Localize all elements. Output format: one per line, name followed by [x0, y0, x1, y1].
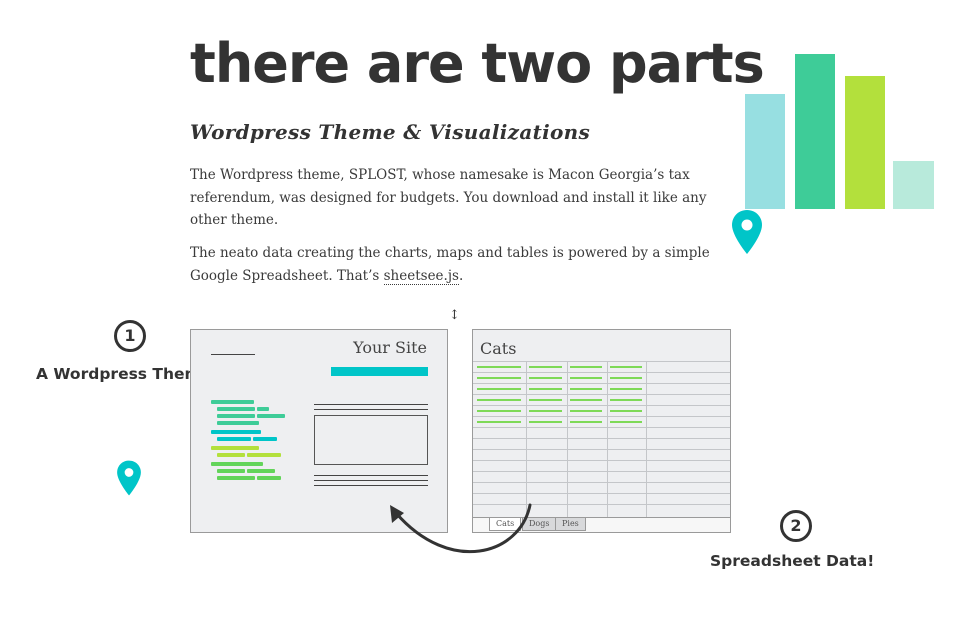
- sheet-cell-line: [610, 399, 642, 401]
- grid-line: [473, 482, 730, 483]
- data-description: The neato data creating the charts, maps…: [190, 242, 720, 287]
- grid-column: [646, 361, 647, 518]
- sheet-cells: [473, 330, 730, 530]
- sheet-cell-line: [570, 366, 602, 368]
- sheet-cell-line: [529, 421, 562, 423]
- page-title: there are two parts: [190, 32, 765, 95]
- site-nav-bar: [331, 367, 428, 376]
- sheet-cell-line: [477, 399, 521, 401]
- decor-bar-4: [893, 161, 934, 209]
- sheet-cell-line: [570, 388, 602, 390]
- code-line: [211, 446, 259, 450]
- sheet-title: Cats: [480, 339, 517, 358]
- part1-label: A Wordpress Theme: [36, 365, 212, 383]
- code-line: [257, 407, 269, 411]
- sheetsee-link[interactable]: sheetsee.js: [383, 267, 459, 285]
- content-rule: [314, 404, 428, 405]
- code-line: [217, 453, 245, 457]
- step-number-1: 1: [114, 320, 146, 352]
- sheet-cell-line: [529, 410, 562, 412]
- data-description-text: The neato data creating the charts, maps…: [190, 245, 710, 284]
- grid-line: [473, 427, 730, 428]
- code-line: [211, 462, 263, 466]
- sheet-cell-line: [570, 410, 602, 412]
- decor-bar-1: [745, 94, 785, 209]
- sheet-cell-line: [570, 399, 602, 401]
- grid-line: [473, 361, 730, 362]
- code-line: [217, 414, 255, 418]
- sheet-cell-line: [477, 377, 521, 379]
- grid-column: [567, 361, 568, 518]
- content-rule: [314, 409, 428, 410]
- code-line: [217, 476, 255, 480]
- decor-bar-2: [795, 54, 835, 209]
- code-line: [257, 414, 285, 418]
- step-number-2: 2: [780, 510, 812, 542]
- sheet-cell-line: [529, 366, 562, 368]
- sheet-cell-line: [610, 366, 642, 368]
- grid-line: [473, 449, 730, 450]
- sheet-cell-line: [477, 366, 521, 368]
- sheet-cell-line: [610, 388, 642, 390]
- sheet-tab-pies[interactable]: Pies: [555, 518, 586, 531]
- sheet-cell-line: [570, 377, 602, 379]
- code-line: [217, 437, 251, 441]
- grid-line: [473, 438, 730, 439]
- sheet-cell-line: [610, 421, 642, 423]
- content-box: [314, 415, 428, 465]
- grid-line: [473, 405, 730, 406]
- spreadsheet-mockup: Cats Cats Dogs Pies: [472, 329, 731, 533]
- theme-description: The Wordpress theme, SPLOST, whose names…: [190, 167, 707, 228]
- code-line: [211, 430, 261, 434]
- data-description-end: .: [458, 267, 464, 284]
- site-title: Your Site: [353, 338, 427, 357]
- grid-line: [473, 504, 730, 505]
- grid-line: [473, 471, 730, 472]
- code-line: [247, 453, 281, 457]
- sheet-cell-line: [477, 388, 521, 390]
- grid-line: [473, 493, 730, 494]
- decor-bar-3: [845, 76, 885, 209]
- code-line: [211, 400, 254, 404]
- map-pin-icon: [117, 460, 141, 496]
- grid-line: [473, 383, 730, 384]
- sheet-cell-line: [529, 388, 562, 390]
- content-rule: [314, 485, 428, 486]
- section-subtitle: Wordpress Theme & Visualizations: [190, 120, 591, 144]
- sheet-tab-bar: Cats Dogs Pies: [473, 517, 730, 532]
- grid-column: [526, 361, 527, 518]
- grid-line: [473, 416, 730, 417]
- code-line: [217, 421, 259, 425]
- sheet-cell-line: [477, 421, 521, 423]
- grid-line: [473, 460, 730, 461]
- curved-arrow-icon: [390, 503, 532, 554]
- code-line: [257, 476, 281, 480]
- sheet-cell-line: [610, 410, 642, 412]
- sheet-cell-line: [610, 377, 642, 379]
- code-line: [247, 469, 275, 473]
- sheet-cell-line: [477, 410, 521, 412]
- code-line: [253, 437, 277, 441]
- grid-column: [607, 361, 608, 518]
- map-pin-icon: [732, 210, 762, 254]
- grid-line: [473, 372, 730, 373]
- sheet-cell-line: [529, 377, 562, 379]
- sheet-cell-line: [570, 421, 602, 423]
- grid-line: [473, 394, 730, 395]
- code-line: [217, 469, 245, 473]
- logo-line: [211, 354, 255, 355]
- site-mockup: Your Site: [190, 329, 448, 533]
- resize-handle[interactable]: ↕: [449, 308, 460, 323]
- content-rule: [314, 475, 428, 476]
- part2-label: Spreadsheet Data!: [710, 552, 875, 570]
- code-line: [217, 407, 255, 411]
- sheet-cell-line: [529, 399, 562, 401]
- content-rule: [314, 480, 428, 481]
